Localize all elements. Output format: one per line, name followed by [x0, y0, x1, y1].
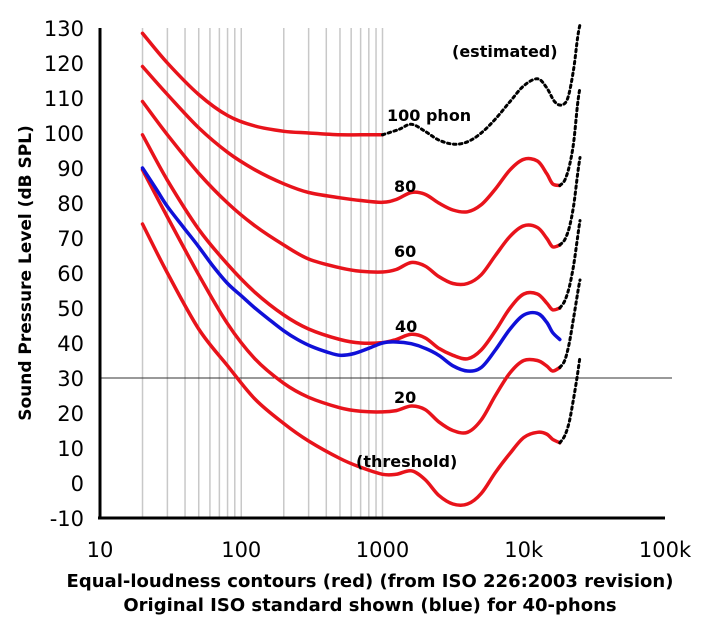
label-estimated: (estimated): [452, 42, 558, 61]
x-tick-label: 100: [221, 538, 261, 562]
y-tick-label: 10: [57, 437, 84, 461]
y-tick-label: 70: [57, 227, 84, 251]
y-axis-title: Sound Pressure Level (dB SPL): [16, 125, 36, 421]
y-tick-label: 90: [57, 157, 84, 181]
series-line-80-phon: [140, 64, 562, 214]
label-20-phon: 20: [394, 388, 416, 407]
label-80-phon: 80: [394, 177, 416, 196]
series-line-threshold-estimated: [558, 355, 582, 445]
y-tick-label: 110: [44, 87, 84, 111]
x-tick-labels: 10 100 1000 10k 100k: [87, 538, 692, 562]
y-tick-label: 130: [44, 17, 84, 41]
series-line-100-phon-estimated: [381, 23, 582, 146]
y-tick-label: 80: [57, 192, 84, 216]
vertical-gridlines: [141, 28, 384, 518]
label-100-phon: 100 phon: [387, 106, 471, 125]
caption-line-2: Original ISO standard shown (blue) for 4…: [123, 595, 616, 616]
series-line-60-phon: [140, 99, 562, 287]
series-line-original-40-phon: [140, 166, 562, 373]
x-tick-label: 10: [87, 538, 114, 562]
y-tick-label: 30: [57, 367, 84, 391]
x-tick-label: 1000: [356, 538, 409, 562]
series-line-20-phon: [140, 168, 562, 435]
series-line-100-phon: [140, 31, 385, 137]
y-tick-label: 100: [44, 122, 84, 146]
caption-line-1: Equal-loudness contours (red) (from ISO …: [67, 571, 674, 592]
y-tick-label: 60: [57, 262, 84, 286]
y-tick-label: 20: [57, 402, 84, 426]
y-tick-label: 50: [57, 297, 84, 321]
label-40-phon: 40: [395, 317, 417, 336]
series-line-20-phon-estimated: [558, 278, 582, 369]
series-line-60-phon-estimated: [558, 156, 582, 247]
y-tick-label: 40: [57, 332, 84, 356]
series-lines: [140, 23, 582, 507]
y-tick-label: -10: [50, 507, 84, 531]
label-threshold: (threshold): [356, 452, 457, 471]
x-tick-label: 10k: [504, 538, 544, 562]
y-tick-label: 120: [44, 52, 84, 76]
label-60-phon: 60: [394, 242, 416, 261]
series-line-40-phon: [140, 133, 562, 361]
x-tick-label: 100k: [639, 538, 692, 562]
series-line-40-phon-estimated: [558, 219, 582, 310]
series-line-threshold: [140, 222, 562, 507]
series-line-80-phon-estimated: [558, 86, 582, 187]
y-tick-label: 0: [71, 472, 84, 496]
